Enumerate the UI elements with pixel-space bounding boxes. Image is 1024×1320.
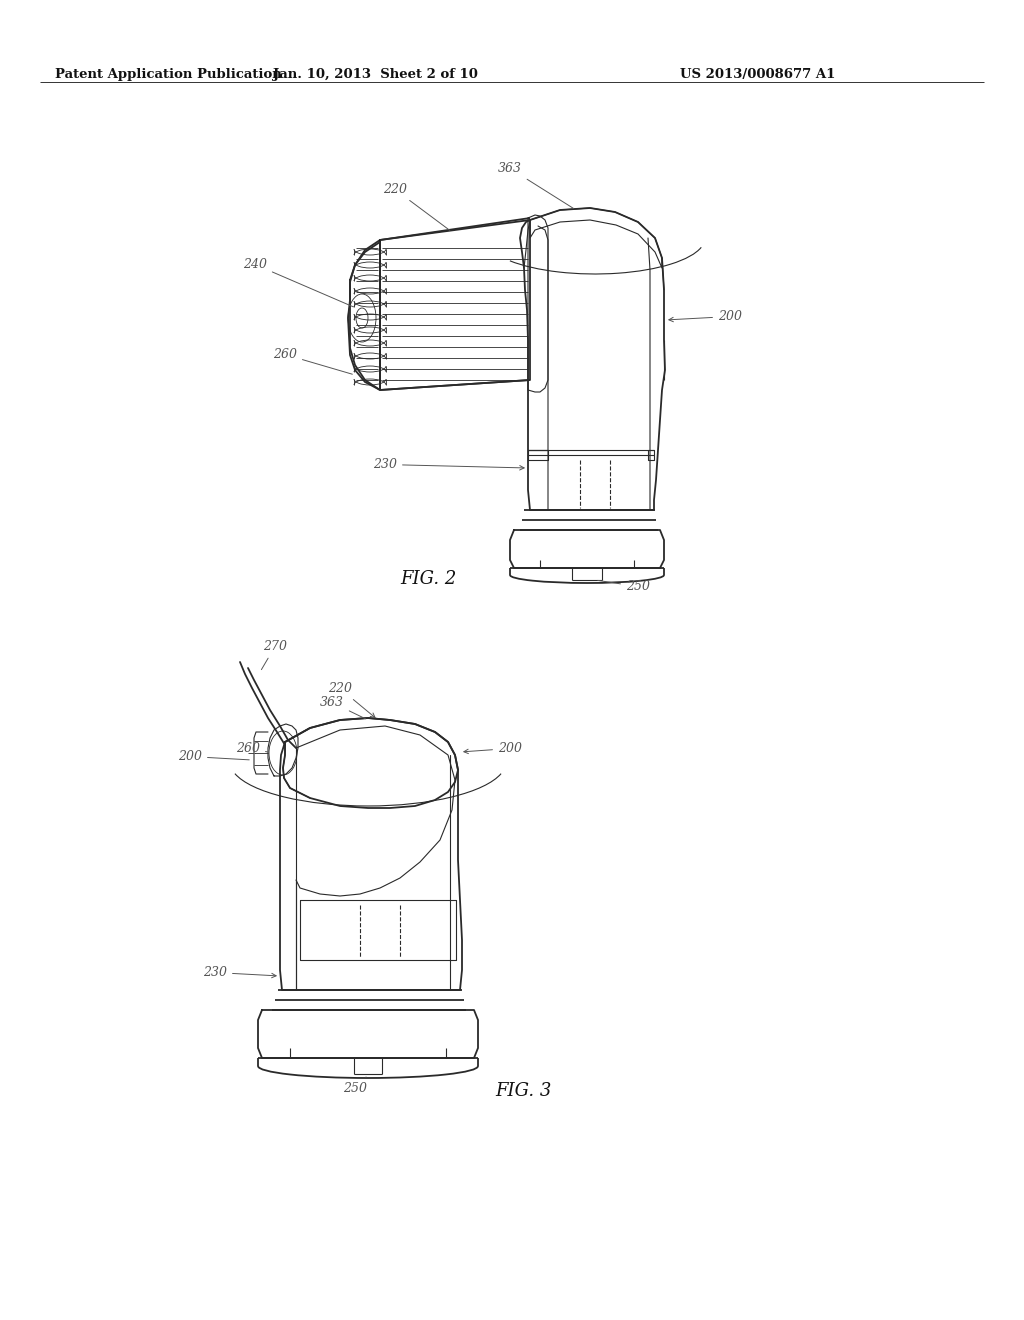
- Text: US 2013/0008677 A1: US 2013/0008677 A1: [680, 69, 836, 81]
- Text: 230: 230: [203, 966, 276, 979]
- Text: 250: 250: [343, 1077, 367, 1096]
- Text: FIG. 3: FIG. 3: [495, 1082, 551, 1100]
- Text: 200: 200: [464, 742, 522, 755]
- Text: 250: 250: [598, 579, 650, 593]
- Text: 200: 200: [669, 310, 742, 323]
- Text: 363: 363: [319, 696, 366, 719]
- Text: 200: 200: [178, 750, 249, 763]
- Text: 230: 230: [373, 458, 524, 471]
- Text: 270: 270: [261, 640, 287, 669]
- Text: 240: 240: [243, 257, 353, 308]
- Text: 220: 220: [383, 183, 450, 231]
- Text: 363: 363: [498, 162, 573, 209]
- Text: Patent Application Publication: Patent Application Publication: [55, 69, 282, 81]
- Text: 260: 260: [236, 742, 268, 755]
- Text: FIG. 2: FIG. 2: [400, 570, 457, 587]
- Text: Jan. 10, 2013  Sheet 2 of 10: Jan. 10, 2013 Sheet 2 of 10: [272, 69, 477, 81]
- Text: 220: 220: [328, 682, 375, 718]
- Text: 260: 260: [273, 348, 352, 374]
